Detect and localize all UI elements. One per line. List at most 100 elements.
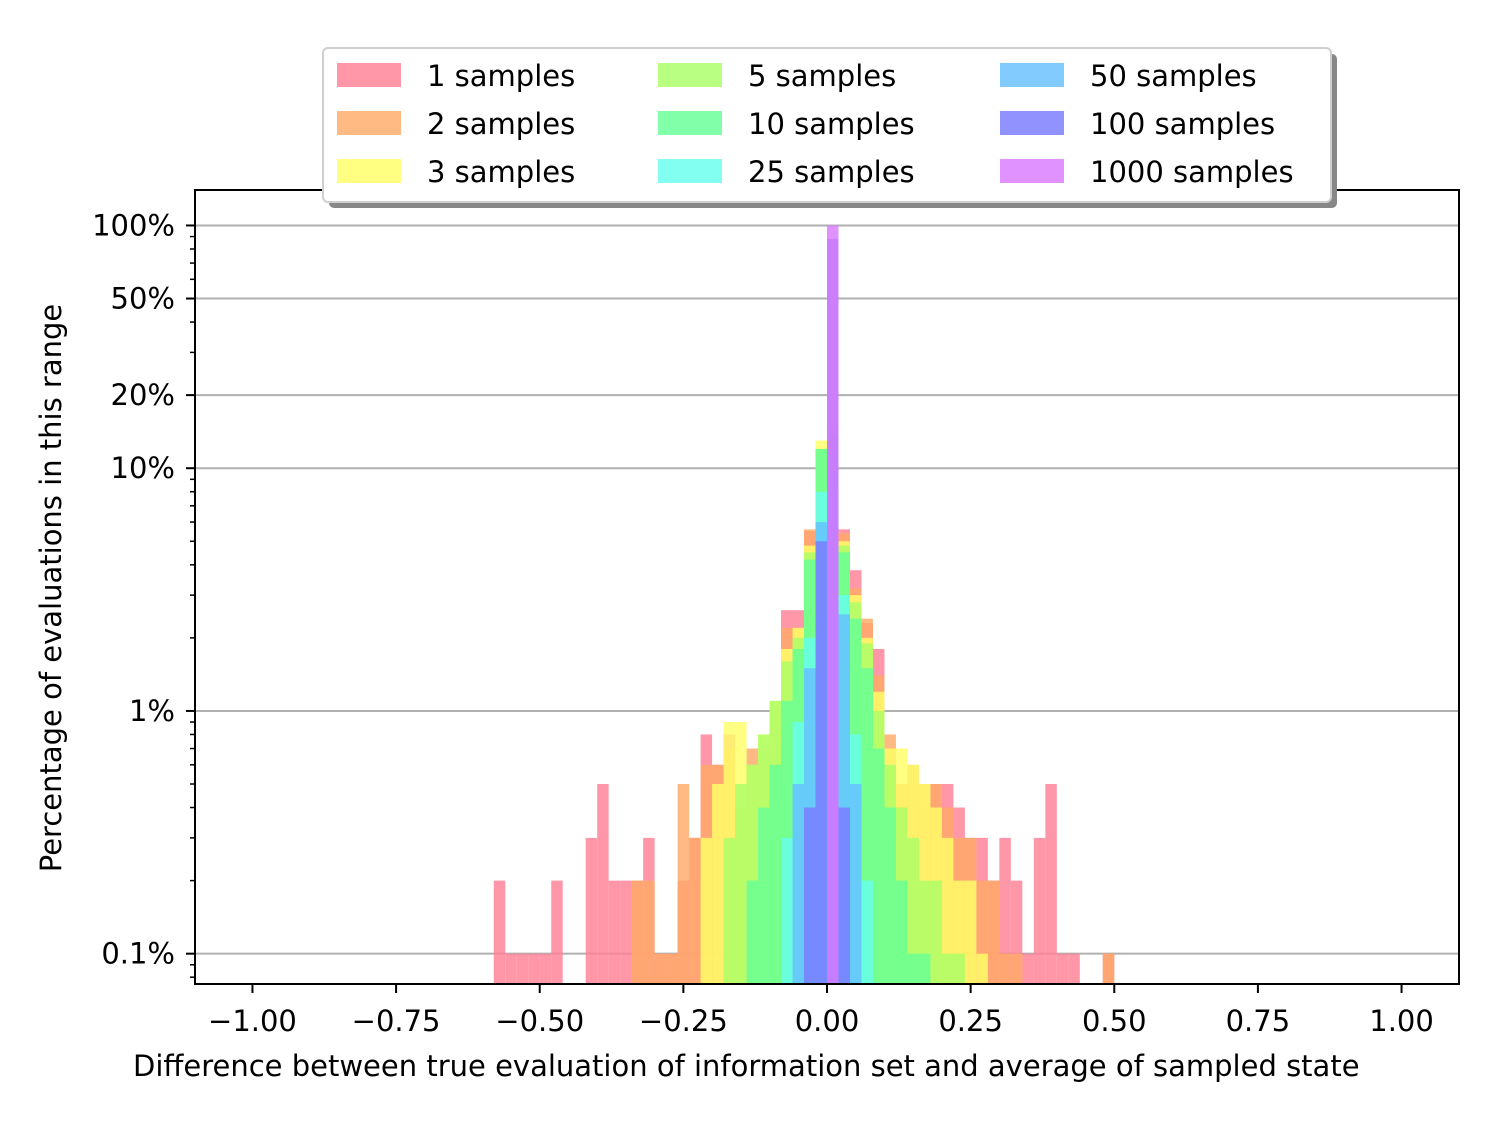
legend-swatch-8 [1000,159,1064,183]
legend-swatch-7 [1000,111,1064,135]
legend-items: 1 samples 2 samples 3 samples 5 samples 10 s… [337,59,1294,189]
bar-series-3 [941,953,954,984]
legend-box [322,47,1332,203]
legend-swatch-4 [658,111,722,135]
x-tick-label: 1.00 [1369,1004,1434,1038]
y-tick-label: 50% [111,282,175,316]
bar-series-2 [953,880,965,984]
bar-series-1 [976,880,988,984]
bar-series-6 [838,614,850,984]
x-axis-label: Difference between true evaluation of in… [133,1049,1360,1083]
bar-series-2 [712,784,724,984]
bar-series-2 [976,953,988,984]
x-axis: −1.00 −0.75 −0.50 −0.25 0.00 0.25 0.50 0.75 1.00 [208,984,1434,1038]
bar-series-0 [1056,953,1069,984]
bar-series-1 [643,880,655,984]
bar-series-2 [941,837,954,984]
x-tick-label: −0.50 [495,1004,584,1038]
bar-series-0 [516,953,529,984]
bar-series-0 [608,880,621,984]
bar-series-7 [815,541,827,984]
bar-series-1 [987,880,1000,984]
y-axis: 0.1% 1% 10% 20% 50% 100% [92,208,195,978]
bar-series-4 [895,880,908,984]
bar-series-1 [631,880,644,984]
legend-swatch-3 [658,63,722,87]
bar-series-4 [861,668,873,984]
bar-series-3 [930,880,942,984]
legend-label-1: 2 samples [427,107,575,141]
bar-series-0 [528,953,540,984]
x-tick-label: −0.75 [352,1004,441,1038]
bar-series-7 [804,807,816,984]
legend-label-4: 10 samples [748,107,915,141]
bar-series-0 [551,880,563,984]
x-tick-label: −0.25 [639,1004,728,1038]
y-tick-label: 20% [111,378,175,412]
bar-series-3 [907,837,919,984]
bar-series-8 [827,225,839,984]
legend-label-6: 50 samples [1090,59,1257,93]
x-tick-label: 0.25 [938,1004,1003,1038]
bar-series-4 [872,748,885,984]
x-tick-label: −1.00 [208,1004,297,1038]
bar-series-1 [689,837,701,984]
bar-series-3 [735,784,747,984]
legend-label-7: 100 samples [1090,107,1275,141]
bar-series-3 [723,837,736,984]
legend-label-2: 3 samples [427,155,575,189]
bar-series-0 [493,880,506,984]
legend-swatch-1 [337,111,401,135]
legend: 1 samples 2 samples 3 samples 5 samples 10 s… [322,47,1337,208]
bar-series-0 [505,953,517,984]
bar-series-2 [700,837,713,984]
bar-series-0 [1010,880,1023,984]
bar-series-1 [654,953,667,984]
bar-series-4 [769,764,782,984]
x-tick-label: 0.75 [1226,1004,1291,1038]
bar-series-6 [792,784,805,984]
bar-series-0 [1068,953,1080,984]
bar-series-4 [884,807,896,984]
y-tick-label: 100% [92,208,175,242]
histogram-bars [493,225,1115,985]
y-tick-label: 10% [111,451,175,485]
bar-series-1 [999,953,1011,984]
bar-series-0 [597,784,609,984]
bar-series-0 [999,837,1011,984]
bar-series-5 [861,880,873,984]
y-tick-label: 0.1% [101,937,175,971]
bar-series-4 [907,953,919,984]
legend-label-0: 1 samples [427,59,575,93]
bar-series-0 [1022,953,1034,984]
bar-series-1 [1102,953,1115,984]
x-tick-label: 0.50 [1082,1004,1147,1038]
legend-swatch-5 [658,159,722,183]
y-tick-label: 1% [129,694,175,728]
bar-series-4 [746,880,759,984]
legend-swatch-2 [337,159,401,183]
bar-series-3 [746,764,759,984]
bar-series-1 [677,784,690,984]
bar-series-0 [539,953,552,984]
legend-label-8: 1000 samples [1090,155,1294,189]
bar-series-1 [1010,953,1023,984]
bar-series-6 [849,784,862,984]
legend-label-3: 5 samples [748,59,896,93]
bar-series-4 [918,953,931,984]
y-axis-label: Percentage of evaluations in this range [34,304,68,873]
bar-series-3 [953,953,965,984]
bar-series-0 [1033,837,1046,984]
bar-series-7 [838,807,850,984]
bar-series-5 [781,837,793,984]
bar-series-1 [666,953,678,984]
bar-series-3 [918,880,931,984]
bar-series-0 [620,880,632,984]
legend-swatch-6 [1000,63,1064,87]
legend-swatch-0 [337,63,401,87]
x-tick-label: 0.00 [795,1004,860,1038]
bar-series-2 [964,880,977,984]
bar-series-0 [585,837,598,984]
bar-series-4 [758,807,770,984]
